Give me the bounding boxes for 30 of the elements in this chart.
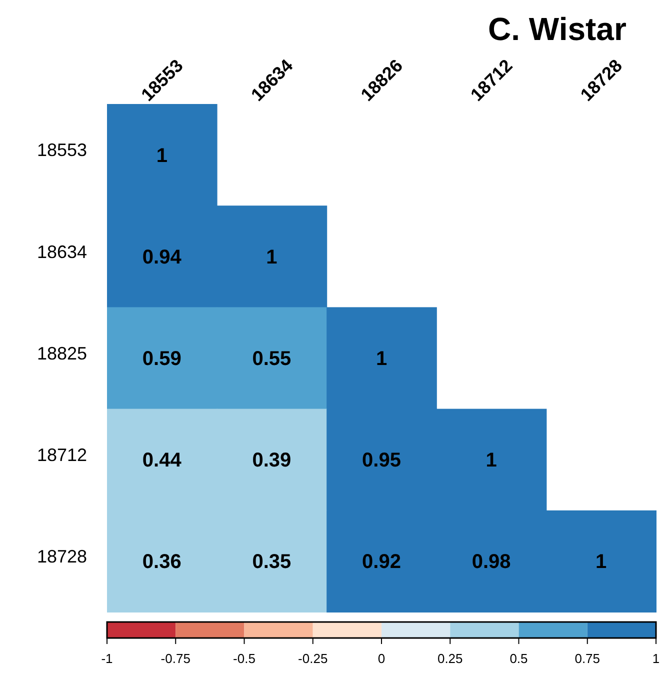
data-label: 0.59	[142, 348, 182, 370]
color-bar-label: 0.25	[437, 651, 463, 666]
data-label: 0.95	[362, 450, 401, 472]
data-label: 0.35	[252, 551, 292, 574]
chart-title: C. Wistar	[488, 11, 626, 47]
color-bar-label: 1	[652, 651, 660, 666]
color-bar-label: 0.5	[510, 651, 528, 666]
data-label: 0.36	[142, 551, 182, 574]
data-label: 1	[376, 348, 388, 370]
color-bar-label: -0.25	[298, 651, 328, 666]
data-label: 0.55	[252, 348, 292, 370]
y-tick-label: 18712	[36, 444, 88, 465]
color-bar-label: -1	[101, 651, 113, 666]
y-tick-label: 18728	[36, 546, 88, 567]
color-bar-label: 0	[378, 651, 386, 666]
data-label: 1	[596, 551, 607, 574]
color-bar-label: 0.75	[574, 651, 600, 666]
data-label: 0.44	[142, 450, 182, 472]
data-label: 0.98	[472, 551, 511, 574]
data-label: 0.39	[252, 450, 292, 472]
color-bar-label: -0.75	[160, 651, 190, 666]
y-tick-label: 18825	[36, 343, 88, 364]
color-bar-label: -0.5	[233, 651, 256, 666]
y-tick-label: 18553	[36, 140, 88, 160]
y-tick-label: 18634	[36, 242, 88, 262]
data-label: 1	[156, 144, 168, 167]
data-label: 0.94	[142, 246, 182, 268]
data-label: 1	[486, 450, 497, 472]
data-label: 0.92	[362, 551, 401, 574]
data-label: 1	[266, 246, 278, 268]
